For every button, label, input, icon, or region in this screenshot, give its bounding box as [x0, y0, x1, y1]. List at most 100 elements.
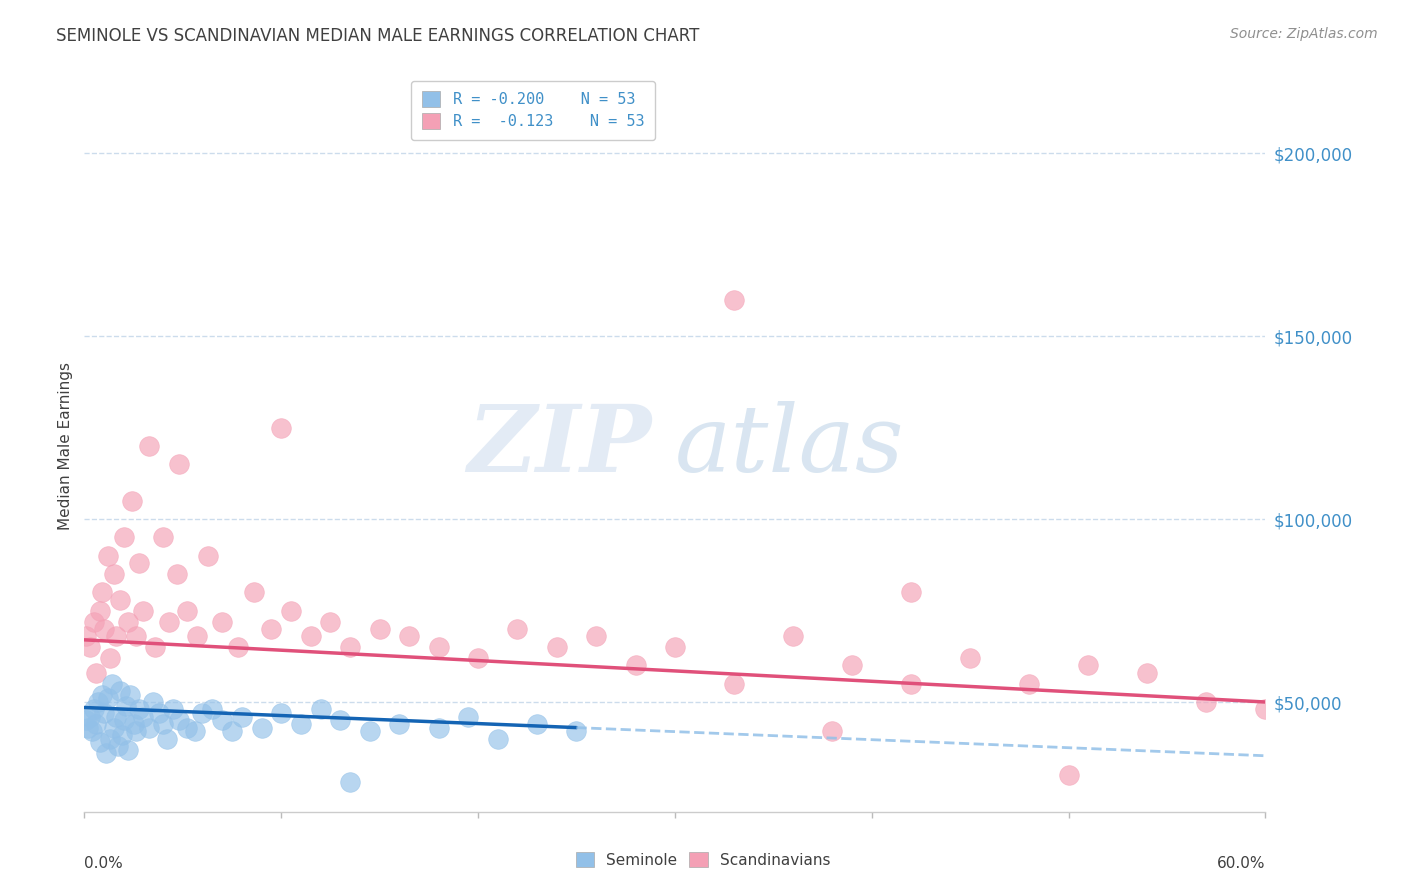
Point — [309, 702, 332, 716]
Point — [107, 739, 129, 753]
Point — [176, 603, 198, 617]
Point — [152, 530, 174, 544]
Point — [82, 724, 104, 739]
Point — [900, 585, 922, 599]
Point — [526, 717, 548, 731]
Point — [1057, 768, 1080, 782]
Point — [128, 702, 150, 716]
Point — [108, 684, 131, 698]
Point — [117, 742, 139, 756]
Point — [75, 714, 97, 728]
Point — [83, 702, 105, 716]
Point — [117, 615, 139, 629]
Point — [103, 567, 125, 582]
Point — [211, 615, 233, 629]
Point — [166, 567, 188, 582]
Point — [290, 717, 312, 731]
Point — [77, 721, 100, 735]
Point — [782, 629, 804, 643]
Text: Source: ZipAtlas.com: Source: ZipAtlas.com — [1230, 27, 1378, 41]
Point — [197, 549, 219, 563]
Point — [91, 688, 114, 702]
Point — [427, 721, 450, 735]
Point — [723, 676, 745, 690]
Point — [486, 731, 509, 746]
Point — [359, 724, 381, 739]
Point — [221, 724, 243, 739]
Point — [270, 420, 292, 434]
Point — [143, 640, 166, 655]
Point — [75, 629, 97, 643]
Point — [121, 493, 143, 508]
Point — [97, 691, 120, 706]
Point — [112, 714, 135, 728]
Point — [191, 706, 214, 720]
Point — [87, 695, 110, 709]
Point — [1254, 702, 1277, 716]
Point — [156, 731, 179, 746]
Point — [723, 293, 745, 307]
Point — [226, 640, 249, 655]
Point — [565, 724, 588, 739]
Point — [398, 629, 420, 643]
Point — [111, 728, 134, 742]
Point — [132, 603, 155, 617]
Point — [124, 629, 146, 643]
Point — [467, 651, 489, 665]
Point — [457, 709, 479, 723]
Y-axis label: Median Male Earnings: Median Male Earnings — [58, 362, 73, 530]
Point — [1018, 676, 1040, 690]
Point — [186, 629, 208, 643]
Point — [93, 706, 115, 720]
Point — [84, 665, 107, 680]
Point — [84, 717, 107, 731]
Point — [132, 709, 155, 723]
Point — [664, 640, 686, 655]
Point — [128, 556, 150, 570]
Point — [79, 709, 101, 723]
Point — [98, 651, 121, 665]
Point — [959, 651, 981, 665]
Point — [89, 603, 111, 617]
Legend: R = -0.200    N = 53, R =  -0.123    N = 53: R = -0.200 N = 53, R = -0.123 N = 53 — [412, 80, 655, 140]
Point — [821, 724, 844, 739]
Text: atlas: atlas — [675, 401, 904, 491]
Text: 0.0%: 0.0% — [84, 855, 124, 871]
Point — [339, 775, 361, 789]
Point — [183, 724, 205, 739]
Point — [162, 702, 184, 716]
Point — [201, 702, 224, 716]
Point — [841, 658, 863, 673]
Point — [157, 615, 180, 629]
Point — [546, 640, 568, 655]
Point — [138, 439, 160, 453]
Point — [97, 549, 120, 563]
Legend: Seminole, Scandinavians: Seminole, Scandinavians — [568, 844, 838, 875]
Text: ZIP: ZIP — [467, 401, 651, 491]
Point — [1195, 695, 1218, 709]
Point — [231, 709, 253, 723]
Point — [142, 695, 165, 709]
Point — [319, 615, 342, 629]
Point — [506, 622, 529, 636]
Point — [167, 457, 190, 471]
Point — [112, 530, 135, 544]
Point — [250, 721, 273, 735]
Point — [138, 721, 160, 735]
Point — [260, 622, 283, 636]
Point — [98, 731, 121, 746]
Point — [242, 585, 264, 599]
Point — [299, 629, 322, 643]
Text: 60.0%: 60.0% — [1218, 855, 1265, 871]
Point — [104, 629, 127, 643]
Point — [1136, 665, 1159, 680]
Point — [79, 640, 101, 655]
Point — [339, 640, 361, 655]
Point — [93, 622, 115, 636]
Point — [104, 709, 127, 723]
Point — [94, 746, 117, 760]
Point — [585, 629, 607, 643]
Point — [167, 714, 190, 728]
Point — [148, 706, 170, 720]
Point — [280, 603, 302, 617]
